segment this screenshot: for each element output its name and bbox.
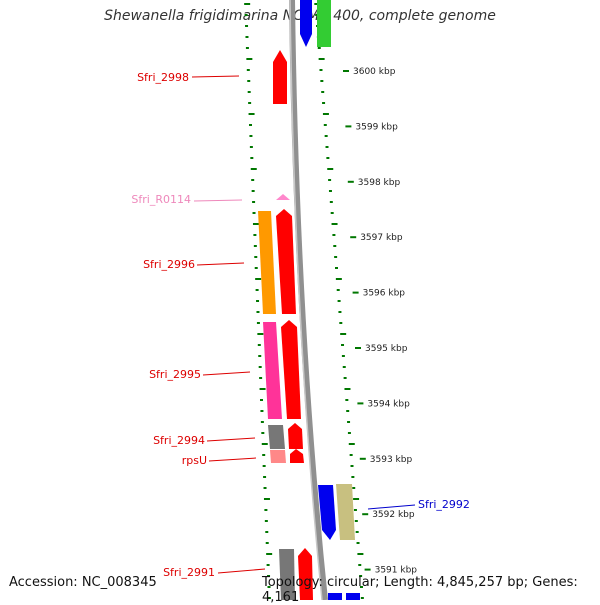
scale-ticks: 3600 kbp 3599 kbp 3598 kbp 3597 kbp 3596 kbp…	[244, 3, 418, 599]
gene-label-group: Sfri_2998 Sfri_R0114 Sfri_2996 Sfri_2995…	[131, 71, 470, 579]
leader-sfri-2991	[217, 568, 266, 574]
gene-sfri-2998	[273, 50, 287, 104]
label-rpsu[interactable]: rpsU	[182, 454, 207, 467]
scale-tick-label: 3600 kbp	[353, 67, 396, 77]
leader-sfri-2995	[202, 371, 251, 376]
scale-tick-label: 3599 kbp	[355, 122, 398, 132]
scale-tick-label: 3591 kbp	[375, 566, 418, 576]
leader-rpsu	[208, 457, 257, 462]
label-sfri-2996[interactable]: Sfri_2996	[143, 258, 195, 271]
genome-backbone-highlight	[289, 0, 323, 600]
label-sfri-2998[interactable]: Sfri_2998	[137, 71, 189, 84]
leader-sfri-r0114	[193, 199, 243, 202]
topology-text: Topology: circular; Length: 4,845,257 bp…	[262, 575, 578, 605]
scale-tick-label: 3593 kbp	[370, 455, 413, 465]
gene-rpsu-pink	[270, 450, 286, 463]
scale-tick-label: 3592 kbp	[372, 510, 415, 520]
gene-sfri-2994	[288, 423, 303, 449]
gene-sfri-2991-gray	[279, 549, 295, 600]
label-sfri-r0114[interactable]: Sfri_R0114	[131, 193, 191, 206]
feature-green-top	[317, 0, 331, 47]
scale-tick-label: 3595 kbp	[365, 344, 408, 354]
gene-sfri-2992	[318, 485, 336, 540]
leader-sfri-2992	[367, 504, 416, 510]
feature-blue-bottom-1	[328, 593, 342, 600]
map-title: Shewanella frigidimarina NCIMB 400, comp…	[104, 8, 496, 24]
gene-sfri-2995	[281, 320, 301, 419]
gene-sfri-2995-magenta	[263, 322, 282, 419]
gene-rpsu	[290, 449, 304, 463]
accession-text: Accession: NC_008345	[9, 575, 157, 590]
gene-sfri-2996-orange	[258, 211, 276, 314]
gene-sfri-2992-khaki	[336, 484, 355, 540]
leader-sfri-2994	[206, 437, 256, 442]
leader-sfri-2998	[191, 75, 240, 78]
feature-blue-bottom-2	[346, 593, 360, 600]
label-sfri-2991[interactable]: Sfri_2991	[163, 566, 215, 579]
leader-sfri-2996	[196, 262, 245, 266]
label-sfri-2992[interactable]: Sfri_2992	[418, 498, 470, 511]
scale-tick-label: 3598 kbp	[358, 178, 401, 188]
scale-tick-label: 3596 kbp	[363, 289, 406, 299]
gene-sfri-r0114	[276, 194, 290, 200]
label-sfri-2995[interactable]: Sfri_2995	[149, 368, 201, 381]
scale-tick-label: 3594 kbp	[367, 399, 410, 409]
genome-backbone	[289, 0, 328, 600]
gene-sfri-2994-gray	[268, 425, 285, 449]
label-sfri-2994[interactable]: Sfri_2994	[153, 434, 205, 447]
scale-tick-label: 3597 kbp	[360, 233, 403, 243]
gene-sfri-2991	[298, 548, 313, 600]
gene-sfri-2996	[276, 209, 296, 314]
feature-blue-top	[300, 0, 312, 47]
